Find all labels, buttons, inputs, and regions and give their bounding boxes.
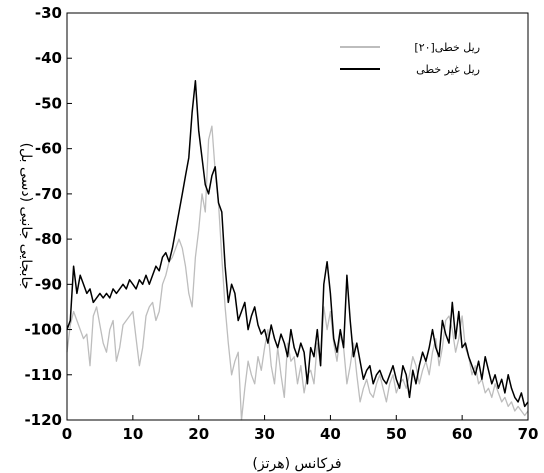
y-tick-label: -100 <box>24 321 62 339</box>
y-tick-label: -110 <box>24 366 62 384</box>
x-tick-label: 20 <box>188 425 209 443</box>
x-tick-label: 70 <box>518 425 539 443</box>
series-layer <box>66 80 529 421</box>
y-tick-label: -120 <box>24 411 62 429</box>
x-axis-title: فرکانس (هرتز) <box>252 456 341 472</box>
legend-label-linear: ریل خطی[۲۰] <box>414 41 480 54</box>
y-tick-label: -60 <box>35 140 62 158</box>
y-tick-label: -70 <box>35 185 62 203</box>
x-axis: 0 10 20 30 40 50 60 70 <box>62 415 539 443</box>
y-axis: -30 -40 -50 -60 -70 -80 -90 -100 -110 -120 <box>24 4 72 429</box>
x-tick-label: 40 <box>320 425 341 443</box>
y-tick-label: -50 <box>35 94 62 112</box>
series-line-1 <box>66 80 529 408</box>
legend-label-nonlinear: ریل غیر خطی <box>416 63 480 76</box>
x-tick-label: 60 <box>452 425 473 443</box>
x-tick-label: 30 <box>254 425 275 443</box>
y-tick-label: -90 <box>35 275 62 293</box>
plot-area <box>67 13 528 420</box>
y-tick-label: -80 <box>35 230 62 248</box>
y-tick-label: -30 <box>35 4 62 22</box>
y-axis-title: جابجایی جانبی (دسی بل) <box>18 143 34 290</box>
y-tick-label: -40 <box>35 49 62 67</box>
x-tick-label: 10 <box>122 425 143 443</box>
x-tick-label: 50 <box>386 425 407 443</box>
x-tick-label: 0 <box>62 425 72 443</box>
legend: ریل خطی[۲۰] ریل غیر خطی <box>340 41 480 76</box>
plot-frame <box>66 12 529 421</box>
